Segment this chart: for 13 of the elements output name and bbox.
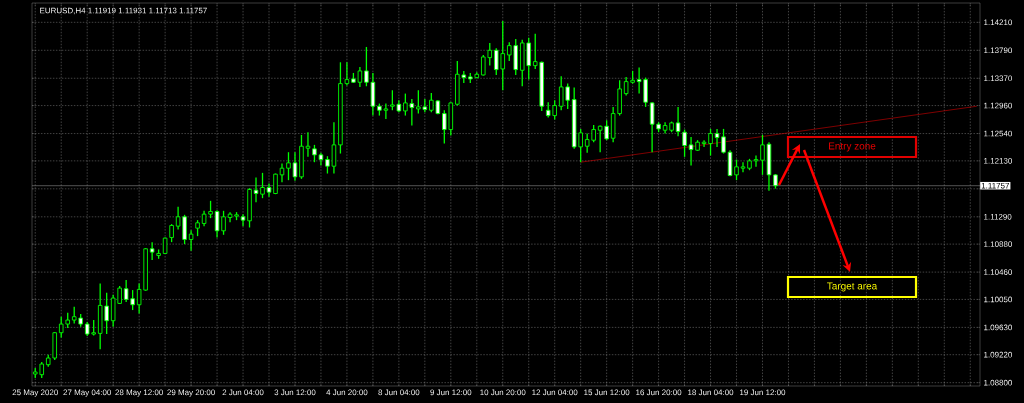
candlestick: [149, 241, 155, 261]
candlestick: [734, 158, 739, 181]
candlestick: [286, 151, 291, 181]
annotation: Entry zone: [829, 142, 876, 152]
candlestick: [260, 172, 265, 199]
candlestick: [753, 154, 759, 168]
candlestick: [682, 128, 687, 158]
candlestick: [675, 106, 681, 137]
candlestick: [188, 229, 194, 252]
candlestick: [760, 134, 765, 176]
annotation: Target area: [827, 282, 878, 292]
candlestick: [292, 151, 298, 182]
candlestick: [740, 161, 746, 173]
